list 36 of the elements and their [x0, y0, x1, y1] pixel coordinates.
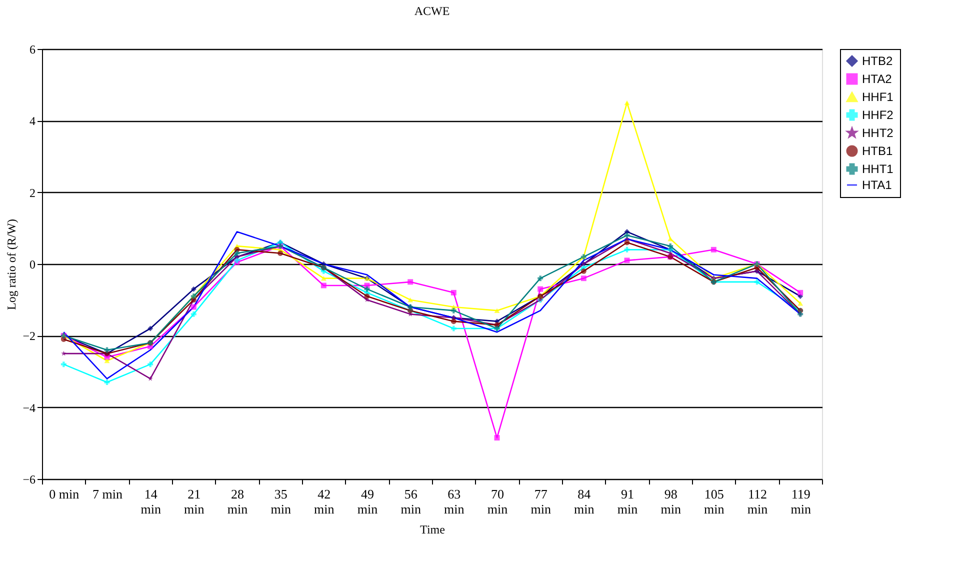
legend-label: HHF1 — [862, 90, 894, 104]
y-tick-label: −2 — [22, 329, 36, 344]
x-tick-label: 35 min — [270, 486, 292, 516]
y-tick-label: 4 — [30, 114, 36, 128]
x-tick-label: 84 min — [574, 486, 595, 516]
x-tick-label: 91 min — [617, 486, 638, 516]
x-tick-label: 105 min — [704, 486, 725, 516]
x-tick-label: 0 min — [49, 486, 80, 502]
legend-label: HHT1 — [862, 162, 894, 176]
x-tick-label: 119 min — [790, 486, 812, 516]
y-tick-label: 0 — [30, 258, 36, 272]
x-axis-title: Time — [420, 522, 445, 536]
x-tick-label: 14 min — [140, 486, 162, 516]
x-tick-label: 21 min — [184, 486, 205, 516]
legend-label: HTA1 — [862, 178, 892, 192]
x-tick-label: 56 min — [400, 486, 422, 516]
legend-label: HHF2 — [862, 108, 894, 122]
x-tick-label: 98 min — [660, 486, 682, 516]
y-tick-label: 2 — [30, 186, 36, 200]
x-tick-label: 112 min — [747, 486, 768, 516]
x-tick-label: 7 min — [92, 486, 123, 502]
x-tick-label: 77 min — [530, 486, 552, 516]
chart-title: ACWE — [414, 4, 450, 18]
x-tick-label: 63 min — [444, 486, 465, 516]
x-tick-label: 28 min — [227, 486, 248, 516]
x-tick-label: 42 min — [314, 486, 335, 516]
legend-label: HTB1 — [862, 144, 893, 158]
x-tick-label: 70 min — [487, 486, 508, 516]
legend-label: HTB2 — [862, 54, 893, 68]
y-tick-label: −6 — [22, 472, 36, 486]
y-tick-label: 6 — [30, 42, 36, 56]
y-tick-label: −4 — [22, 400, 36, 415]
legend-label: HHT2 — [862, 126, 894, 140]
legend-label: HTA2 — [862, 72, 892, 86]
x-tick-label: 49 min — [357, 486, 378, 516]
y-axis-title: Log ratio of (R/W) — [4, 219, 19, 310]
